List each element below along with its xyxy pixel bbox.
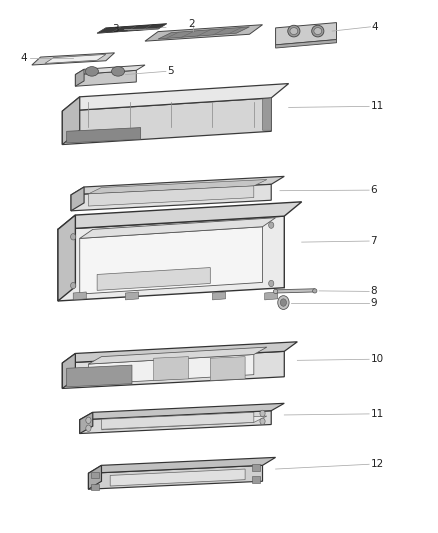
Text: 12: 12 [371,459,384,469]
Polygon shape [97,268,210,290]
Polygon shape [75,70,136,86]
Polygon shape [262,98,271,130]
Text: 4: 4 [371,22,378,32]
Polygon shape [73,292,86,300]
Polygon shape [45,54,106,63]
Circle shape [268,280,274,287]
Polygon shape [276,289,315,293]
Text: 9: 9 [371,297,377,308]
Polygon shape [58,215,75,301]
Circle shape [278,296,289,310]
Ellipse shape [314,28,322,35]
Ellipse shape [313,289,317,293]
Bar [252,477,260,483]
Text: 10: 10 [371,354,384,364]
Text: 8: 8 [371,286,377,296]
Text: 6: 6 [371,185,377,195]
Polygon shape [71,176,284,195]
Text: 3: 3 [112,25,119,35]
Polygon shape [75,65,145,75]
Polygon shape [62,97,80,144]
Circle shape [86,425,91,431]
Polygon shape [80,403,284,419]
Polygon shape [88,354,254,384]
Polygon shape [276,39,336,48]
Bar [91,484,99,490]
Text: 5: 5 [167,67,173,76]
Circle shape [280,299,286,306]
Ellipse shape [273,289,278,294]
Polygon shape [265,292,278,300]
Polygon shape [71,184,271,211]
Polygon shape [88,457,276,473]
Bar [252,464,260,471]
Polygon shape [102,413,254,429]
Polygon shape [145,25,262,41]
Polygon shape [88,465,262,489]
Polygon shape [276,22,336,45]
Text: 11: 11 [371,101,384,111]
Polygon shape [75,69,84,86]
Polygon shape [125,292,138,300]
Text: 2: 2 [188,19,194,29]
Polygon shape [67,127,141,143]
Polygon shape [88,180,267,194]
Ellipse shape [290,28,298,35]
Ellipse shape [288,25,300,37]
Ellipse shape [312,25,324,37]
Polygon shape [158,27,250,39]
Polygon shape [62,342,297,363]
Polygon shape [80,411,271,433]
Polygon shape [62,98,271,144]
Polygon shape [212,292,226,300]
Polygon shape [58,202,302,229]
Polygon shape [154,357,188,381]
Polygon shape [80,227,262,294]
Polygon shape [210,357,245,381]
Polygon shape [67,365,132,387]
Text: 4: 4 [21,53,28,63]
Circle shape [260,410,265,417]
Polygon shape [97,23,167,33]
Circle shape [86,417,91,423]
Polygon shape [62,84,289,111]
Bar [91,472,99,478]
Polygon shape [62,351,284,389]
Polygon shape [88,347,267,364]
Polygon shape [102,416,267,430]
Ellipse shape [112,67,124,76]
Circle shape [260,418,265,424]
Polygon shape [58,216,284,301]
Ellipse shape [85,67,99,76]
Polygon shape [80,413,93,433]
Polygon shape [62,353,75,389]
Polygon shape [88,465,102,489]
Polygon shape [80,217,276,238]
Circle shape [71,282,76,289]
Text: 11: 11 [371,409,384,419]
Circle shape [268,222,274,228]
Polygon shape [110,469,245,486]
Polygon shape [32,53,115,65]
Polygon shape [88,186,254,206]
Polygon shape [71,187,84,211]
Text: 7: 7 [371,236,377,246]
Circle shape [71,233,76,240]
